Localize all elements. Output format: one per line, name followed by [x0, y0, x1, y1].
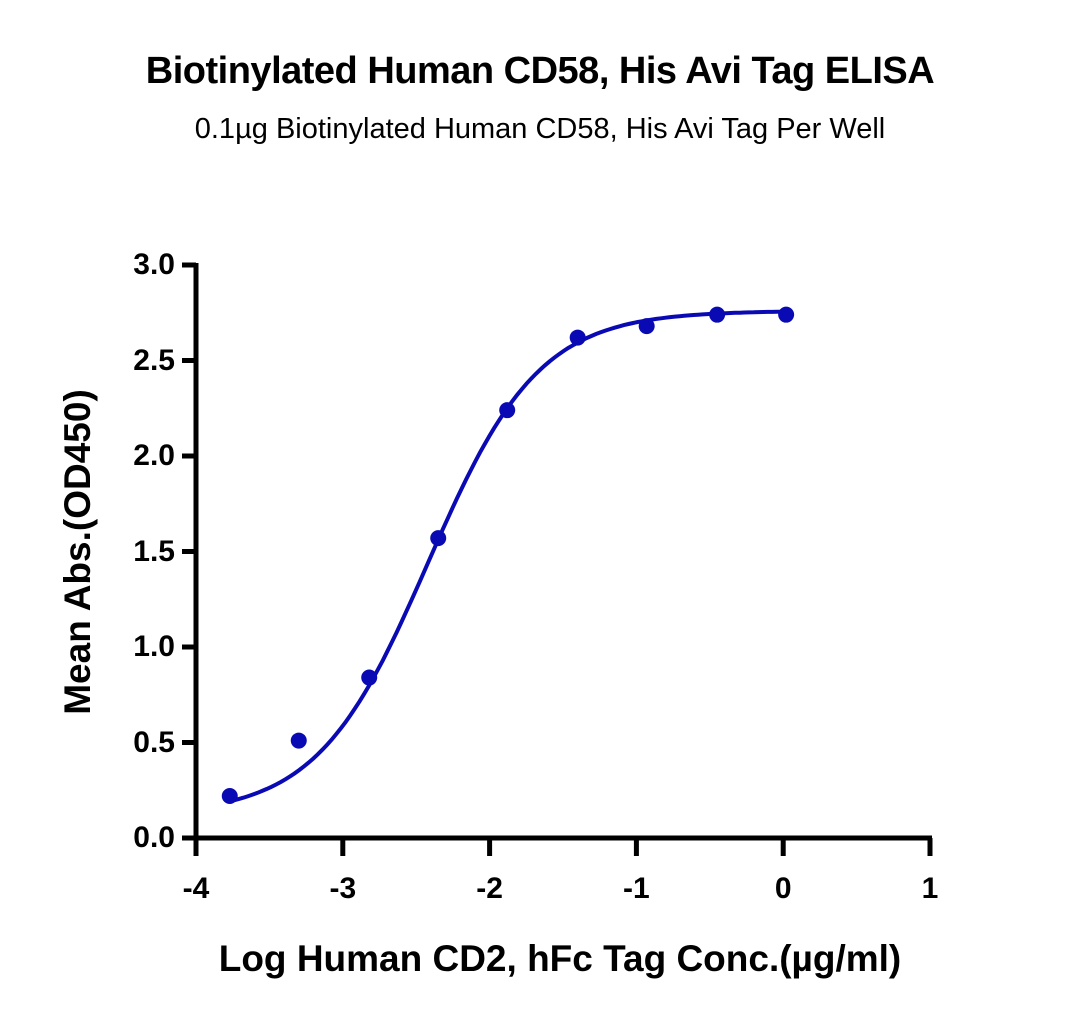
data-point	[709, 306, 726, 323]
data-points	[221, 306, 795, 804]
fit-curve	[229, 309, 787, 804]
x-tick-label: 1	[921, 872, 939, 905]
data-point	[499, 402, 516, 419]
y-tick-label: 1.5	[133, 534, 175, 568]
x-tick-label: -4	[182, 872, 210, 905]
x-tick-label: -1	[623, 872, 650, 905]
data-point	[221, 787, 238, 804]
y-axis-label: Mean Abs.(OD450)	[57, 389, 98, 715]
y-tick-label: 2.0	[133, 439, 175, 472]
data-point	[430, 530, 447, 547]
x-axis-label: Log Human CD2, hFc Tag Conc.(µg/ml)	[218, 938, 902, 979]
chart-title: Biotinylated Human CD58, His Avi Tag ELI…	[145, 50, 935, 92]
x-tick-label: -2	[476, 872, 503, 905]
data-point	[361, 669, 378, 686]
chart-subtitle: 0.1µg Biotinylated Human CD58, His Avi T…	[194, 113, 886, 145]
y-tick-label: 2.5	[133, 343, 175, 377]
axes	[182, 262, 933, 856]
y-tick-label: 0.5	[133, 725, 175, 759]
data-point	[569, 329, 586, 346]
data-point	[290, 732, 307, 749]
y-tick-label: 3.0	[133, 248, 175, 281]
data-point	[638, 318, 655, 335]
y-tick-label: 0.0	[133, 821, 175, 854]
y-tick-label: 1.0	[133, 630, 175, 663]
x-tick-label: 0	[774, 872, 792, 905]
data-point	[778, 306, 795, 323]
x-tick-label: -3	[329, 872, 357, 905]
